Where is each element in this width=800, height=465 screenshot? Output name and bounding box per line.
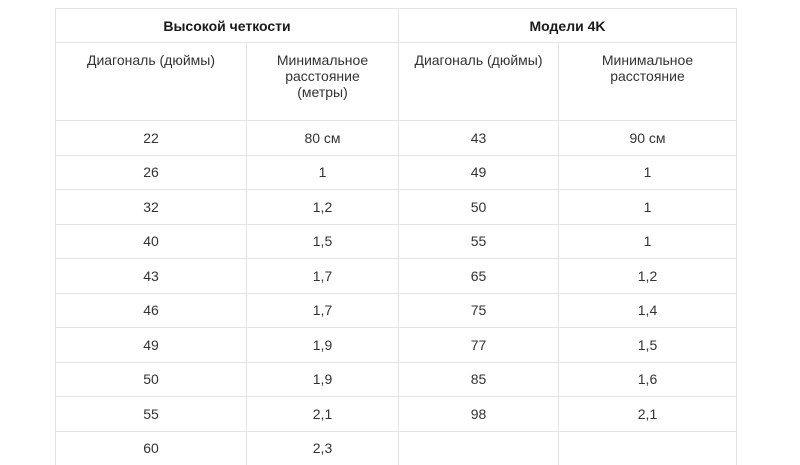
- table-row: 32 1,2 50 1: [55, 189, 737, 225]
- tv-distance-table: Высокой четкости Модели 4K Диагональ (дю…: [55, 8, 737, 465]
- 4k-diagonal-cell: 65: [398, 258, 559, 294]
- column-header-row: Диагональ (дюймы) Минимальное расстояние…: [55, 42, 737, 121]
- hd-diagonal-cell: 40: [55, 223, 247, 259]
- 4k-diagonal-cell: 75: [398, 292, 559, 328]
- table-row: 43 1,7 65 1,2: [55, 258, 737, 294]
- hd-diagonal-cell: 60: [55, 430, 247, 465]
- header-line: Минимальное: [276, 52, 369, 68]
- column-header-hd-distance: Минимальное расстояние (метры): [246, 42, 399, 121]
- 4k-diagonal-cell: 77: [398, 327, 559, 363]
- hd-diagonal-cell: 22: [55, 120, 247, 156]
- table-row: 26 1 49 1: [55, 154, 737, 190]
- header-line: расстояние: [610, 68, 685, 84]
- hd-diagonal-cell: 43: [55, 258, 247, 294]
- hd-diagonal-cell: 26: [55, 154, 247, 190]
- 4k-distance-cell: 1,2: [558, 258, 737, 294]
- 4k-distance-cell: 90 см: [558, 120, 737, 156]
- group-header-row: Высокой четкости Модели 4K: [55, 8, 737, 43]
- hd-distance-cell: 1: [246, 154, 399, 190]
- hd-distance-cell: 2,3: [246, 430, 399, 465]
- 4k-distance-cell: 1,4: [558, 292, 737, 328]
- table-row: 40 1,5 55 1: [55, 223, 737, 259]
- table-row: 46 1,7 75 1,4: [55, 292, 737, 328]
- group-header-4k: Модели 4K: [398, 8, 737, 43]
- column-header-hd-diagonal: Диагональ (дюймы): [55, 42, 247, 121]
- group-header-hd: Высокой четкости: [55, 8, 399, 43]
- 4k-diagonal-cell: 49: [398, 154, 559, 190]
- table-row: 49 1,9 77 1,5: [55, 327, 737, 363]
- hd-distance-cell: 1,5: [246, 223, 399, 259]
- 4k-diagonal-cell: 50: [398, 189, 559, 225]
- 4k-distance-cell: 2,1: [558, 396, 737, 432]
- 4k-diagonal-cell: 43: [398, 120, 559, 156]
- header-line: (метры): [297, 84, 348, 100]
- hd-distance-cell: 1,9: [246, 361, 399, 397]
- 4k-distance-cell: 1,6: [558, 361, 737, 397]
- hd-distance-cell: 1,2: [246, 189, 399, 225]
- hd-diagonal-cell: 50: [55, 361, 247, 397]
- column-header-4k-diagonal: Диагональ (дюймы): [398, 42, 559, 121]
- hd-distance-cell: 1,9: [246, 327, 399, 363]
- table-row: 50 1,9 85 1,6: [55, 361, 737, 397]
- 4k-distance-cell: [558, 430, 737, 465]
- 4k-diagonal-cell: 98: [398, 396, 559, 432]
- hd-distance-cell: 1,7: [246, 258, 399, 294]
- 4k-distance-cell: 1: [558, 154, 737, 190]
- header-line: Минимальное: [601, 52, 694, 68]
- column-header-4k-distance: Минимальное расстояние: [558, 42, 737, 121]
- 4k-distance-cell: 1: [558, 223, 737, 259]
- 4k-diagonal-cell: 85: [398, 361, 559, 397]
- hd-distance-cell: 2,1: [246, 396, 399, 432]
- 4k-diagonal-cell: [398, 430, 559, 465]
- hd-distance-cell: 1,7: [246, 292, 399, 328]
- hd-diagonal-cell: 55: [55, 396, 247, 432]
- header-line: расстояние: [285, 68, 360, 84]
- hd-diagonal-cell: 46: [55, 292, 247, 328]
- table-row: 60 2,3: [55, 430, 737, 465]
- hd-distance-cell: 80 см: [246, 120, 399, 156]
- 4k-diagonal-cell: 55: [398, 223, 559, 259]
- table-row: 22 80 см 43 90 см: [55, 120, 737, 156]
- 4k-distance-cell: 1,5: [558, 327, 737, 363]
- table-row: 55 2,1 98 2,1: [55, 396, 737, 432]
- 4k-distance-cell: 1: [558, 189, 737, 225]
- hd-diagonal-cell: 32: [55, 189, 247, 225]
- hd-diagonal-cell: 49: [55, 327, 247, 363]
